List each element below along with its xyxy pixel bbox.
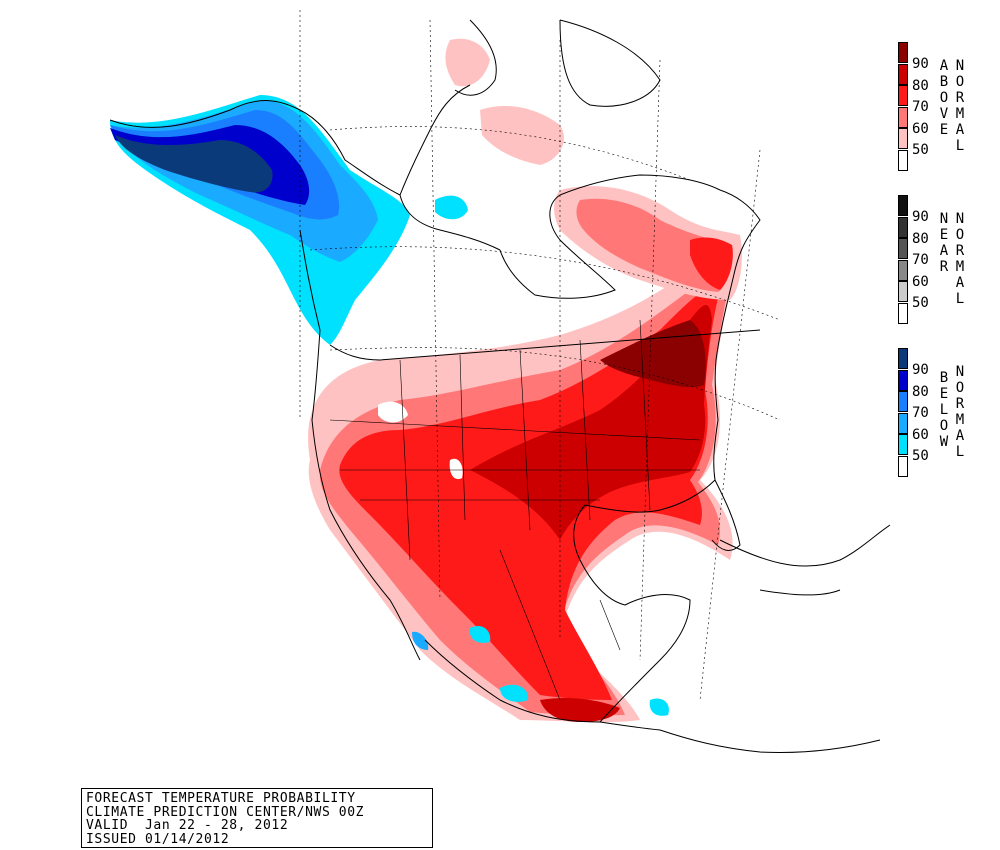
above-normal-shading bbox=[308, 38, 742, 723]
legend-near-swatch bbox=[898, 238, 908, 259]
latitude-longitude-grid bbox=[299, 10, 781, 701]
no-signal-areas bbox=[378, 401, 463, 480]
legend-near-word1: NEAR bbox=[936, 211, 952, 275]
legend-above-label: 80 bbox=[912, 77, 929, 94]
legend-above-word2: NORMAL bbox=[952, 58, 968, 154]
coastlines bbox=[109, 19, 891, 753]
legend-near-label: 50 bbox=[912, 295, 929, 311]
legend-below-swatch bbox=[898, 434, 908, 455]
legend-below-word2: NORMAL bbox=[952, 364, 968, 460]
legend-near-word2: NORMAL bbox=[952, 211, 968, 307]
legend-above-label: 50 bbox=[912, 142, 929, 158]
legend-near-label: 70 bbox=[912, 252, 929, 268]
legend-below-swatch bbox=[898, 391, 908, 412]
legend-above-label: 90 bbox=[912, 56, 929, 72]
legend-above-word1: ABOVE bbox=[936, 58, 952, 138]
legend-below-swatch bbox=[898, 455, 908, 477]
legend-above-swatch bbox=[898, 63, 908, 85]
legend-near-label: 90 bbox=[912, 209, 929, 225]
legend-near-label: 80 bbox=[912, 230, 929, 247]
below-normal-shading bbox=[110, 95, 669, 716]
legend-below-label: 90 bbox=[912, 362, 929, 378]
legend-below-label: 70 bbox=[912, 405, 929, 421]
legend-above-label: 60 bbox=[912, 120, 929, 137]
legend-below-swatch bbox=[898, 369, 908, 391]
legend-near-normal: 90 80 70 60 50 NEAR NORMAL bbox=[898, 195, 968, 325]
legend-above-normal: 90 80 70 60 50 ABOVE NORMAL bbox=[898, 42, 968, 172]
legend-near-swatch bbox=[898, 195, 908, 216]
legend-below-label: 50 bbox=[912, 448, 929, 464]
caption-issued: ISSUED 01/14/2012 bbox=[86, 831, 230, 847]
legend-near-label: 60 bbox=[912, 273, 929, 290]
legend-near-swatch bbox=[898, 259, 908, 281]
legend-above-swatch bbox=[898, 42, 908, 63]
legend-below-swatch bbox=[898, 412, 908, 434]
legend-near-swatch bbox=[898, 302, 908, 324]
legend-below-normal: 90 80 70 60 50 BELOW NORMAL bbox=[898, 348, 968, 478]
caption-source: CLIMATE PREDICTION CENTER/NWS 00Z bbox=[86, 804, 365, 820]
legend-above-swatch bbox=[898, 128, 908, 149]
legend-above-swatch bbox=[898, 106, 908, 128]
caption-valid: VALID Jan 22 - 28, 2012 bbox=[86, 818, 289, 833]
legend-below-word1: BELOW bbox=[936, 370, 952, 450]
legend-below-label: 60 bbox=[912, 426, 929, 443]
legend-near-swatch bbox=[898, 216, 908, 238]
legend-below-swatch bbox=[898, 348, 908, 369]
caption-box: FORECAST TEMPERATURE PROBABILITY CLIMATE… bbox=[81, 788, 433, 848]
legend-near-swatch bbox=[898, 281, 908, 302]
legend-above-label: 70 bbox=[912, 99, 929, 115]
legend-above-swatch bbox=[898, 85, 908, 106]
legend-above-swatch bbox=[898, 149, 908, 171]
caption-title: FORECAST TEMPERATURE PROBABILITY bbox=[86, 791, 356, 806]
legend-below-label: 80 bbox=[912, 383, 929, 400]
